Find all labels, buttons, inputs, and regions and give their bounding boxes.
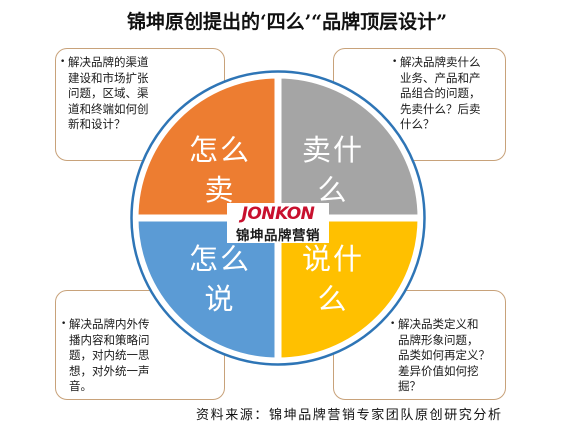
- label-what-to-say: 说什 么: [301, 242, 364, 316]
- source-note: 资料来源：锦坤品牌营销专家团队原创研究分析: [196, 408, 503, 423]
- quadrant-how-to-sell: [131, 71, 282, 222]
- note-top-right-text: 解决品牌卖什么 业务、产品和产 品组合的问题， 先卖什么？后卖 什么？: [392, 55, 480, 133]
- logo-wordmark: JONKON: [241, 204, 315, 224]
- label-how-to-sell: 怎么 卖: [188, 133, 251, 207]
- brand-logo: JONKON 锦坤品牌营销: [227, 203, 329, 244]
- label-how-to-say: 怎么 说: [188, 242, 251, 316]
- quadrant-what-to-sell: [274, 71, 425, 222]
- quadrant-what-to-say: [274, 214, 425, 365]
- note-top-left-text: 解决品牌的渠道 建设和市场扩张 问题，区域、渠 道和终端如何创 新和设计？: [60, 55, 148, 133]
- quadrant-how-to-say: [131, 214, 282, 365]
- page-title: 锦坤原创提出的‘四么’“品牌顶层设计”: [126, 11, 448, 33]
- logo-tagline: 锦坤品牌营销: [236, 228, 320, 244]
- note-bottom-left: 解决品牌内外传 播内容和策略问 题，对内统一思 想，对外统一声 音。: [55, 290, 225, 400]
- note-bottom-right-text: 解决品类定义和 品牌形象问题， 品类如何再定义？ 差异价值如何挖 掘？: [390, 317, 490, 395]
- wheel-outline: [130, 70, 426, 366]
- label-what-to-sell: 卖什 么: [301, 133, 364, 207]
- note-bottom-left-text: 解决品牌内外传 播内容和策略问 题，对内统一思 想，对外统一声 音。: [61, 317, 149, 395]
